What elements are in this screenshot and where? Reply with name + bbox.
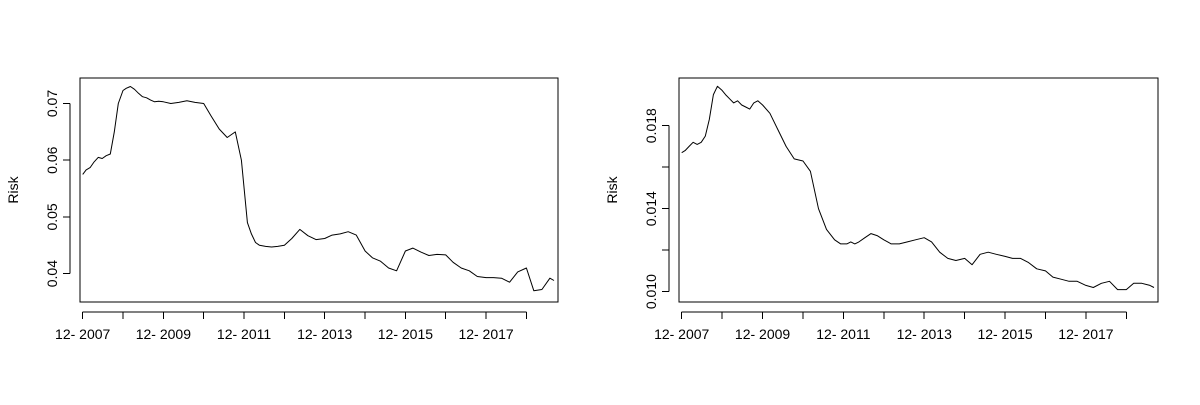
y-axis-label: Risk xyxy=(5,175,21,203)
y-tick-label: 0.06 xyxy=(44,146,60,173)
risk-series-line xyxy=(681,85,1155,291)
x-tick-label: 12- 2011 xyxy=(816,326,870,342)
y-tick-label: 0.05 xyxy=(44,203,60,230)
y-tick-label: 0.014 xyxy=(643,191,659,226)
risk-series-line xyxy=(82,86,555,292)
risk-chart-left: 12- 2007 12- 2009 12- 2011 12- 2013 12- 2015… xyxy=(5,77,559,342)
y-tick-label: 0.018 xyxy=(643,108,659,143)
x-tick-label: 12- 2017 xyxy=(458,326,513,342)
plot-frame xyxy=(79,77,559,303)
x-tick-label: 12- 2015 xyxy=(378,326,433,342)
y-tick-label: 0.04 xyxy=(44,260,60,287)
x-tick-label: 12- 2011 xyxy=(217,326,271,342)
plot-frame xyxy=(678,77,1159,303)
x-tick-label: 12- 2007 xyxy=(55,326,110,342)
x-tick-label: 12- 2015 xyxy=(977,326,1032,342)
risk-chart-right: 12- 2007 12- 2009 12- 2011 12- 2013 12- 2015… xyxy=(604,77,1159,342)
x-tick-label: 12- 2013 xyxy=(297,326,352,342)
x-tick-label: 12- 2017 xyxy=(1058,326,1113,342)
x-tick-label: 12- 2009 xyxy=(735,326,790,342)
y-axis-label: Risk xyxy=(604,175,620,203)
y-tick-label: 0.010 xyxy=(643,274,659,309)
x-tick-label: 12- 2013 xyxy=(897,326,952,342)
y-tick-label: 0.07 xyxy=(44,90,60,117)
x-tick-label: 12- 2009 xyxy=(136,326,191,342)
x-tick-label: 12- 2007 xyxy=(654,326,709,342)
